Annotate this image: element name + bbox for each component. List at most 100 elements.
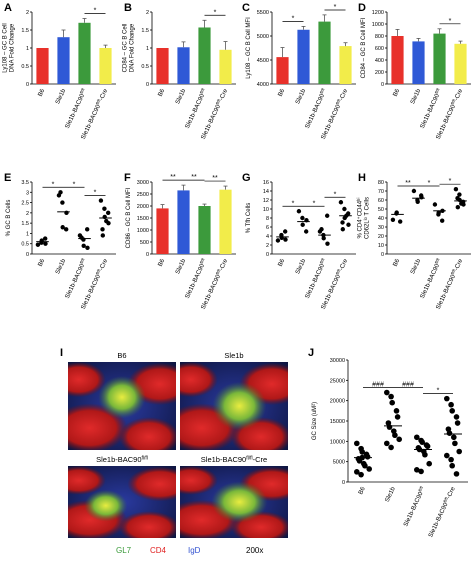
data-point (358, 471, 364, 478)
y-tick-label: 600 (375, 46, 384, 52)
category-label: Sle1b (409, 257, 422, 275)
bar (57, 37, 70, 84)
data-point (393, 408, 400, 414)
significance-label: * (437, 388, 440, 395)
y-tick-label: 40 (378, 216, 384, 222)
significance-label: * (292, 15, 295, 22)
y-tick-label: 500 (140, 240, 149, 246)
data-point (454, 420, 461, 426)
category-label: Sle1b (54, 87, 67, 105)
data-point (279, 235, 284, 240)
y-tick-label: 30 (378, 225, 384, 231)
data-point (457, 192, 462, 197)
data-point (35, 242, 41, 247)
y-axis-label: CD86 – GC B Cell MFI (126, 187, 132, 248)
y-tick-label: 1.5 (21, 221, 29, 227)
micrograph: Sle1b (180, 351, 288, 450)
y-axis-label: CD84 – GC B Cell (123, 24, 129, 73)
data-point (432, 202, 438, 207)
panel-letter: A (4, 2, 12, 14)
category-label: B6 (157, 87, 167, 97)
data-point (384, 389, 390, 396)
data-point (283, 237, 288, 242)
y-tick-label: 200 (375, 70, 384, 76)
panel-c: C 4000 4500 5000 5500 Ly108 – GC B Cell MFI * *… (242, 2, 356, 141)
data-point (419, 439, 426, 445)
data-point (102, 214, 107, 220)
y-tick-label: 2 (266, 243, 269, 249)
data-point (300, 215, 305, 221)
y-tick-label: 20000 (330, 399, 345, 405)
data-point (444, 395, 450, 402)
y-axis-label: Ly108 – GC B Cell (3, 23, 9, 72)
bar (297, 29, 310, 84)
significance-label: * (334, 4, 337, 11)
data-point (85, 245, 90, 251)
data-point (338, 200, 344, 205)
significance-label: * (292, 200, 295, 207)
y-tick-label: 1200 (372, 10, 384, 16)
panel-letter: F (124, 172, 131, 184)
bar (454, 43, 467, 84)
data-point (394, 210, 399, 215)
micrograph-title: Sle1b (224, 351, 243, 360)
y-tick-label: 16 (263, 180, 269, 186)
y-tick-label: 0.5 (21, 64, 29, 70)
micrograph-title: Sle1b-BAC90fl/fl (96, 455, 148, 464)
bar (177, 190, 190, 254)
data-point (84, 227, 90, 232)
y-tick-label: 1.5 (21, 28, 29, 34)
micrograph: Sle1b-BAC90fl/fl (68, 455, 176, 538)
y-tick-label: 15000 (330, 419, 345, 425)
category-label: B6 (277, 257, 287, 267)
category-label: Sle1b (54, 257, 67, 275)
significance-label: ** (405, 180, 411, 187)
stain-label: IgD (188, 546, 201, 555)
data-point (300, 222, 305, 227)
data-point (418, 468, 424, 475)
y-tick-label: 3.5 (21, 180, 29, 186)
panel-a: A 0 0.5 1 1.5 2 Ly108 – GC B Cell DNA Fold Chan… (3, 2, 116, 141)
y-tick-label: 1 (26, 46, 29, 52)
data-point (340, 220, 345, 225)
y-tick-label: 20 (378, 234, 384, 240)
y-tick-label: 60 (378, 198, 384, 204)
data-point (81, 243, 86, 248)
category-label: Sle1b-BAC90fl/fl (63, 257, 88, 299)
panel-i: I B6 Sle1b Sle1b-BAC90fl/fl Sle1b-BAC90fl/fl… (60, 347, 288, 555)
y-tick-label: 4 (266, 234, 269, 240)
panel-letter: G (242, 172, 251, 184)
significance-label: * (334, 191, 337, 198)
y-tick-label: 3 (26, 190, 29, 196)
bar (412, 41, 425, 84)
category-label: B6 (37, 87, 47, 97)
category-label: Sle1b (384, 485, 397, 503)
cd4-region (180, 362, 218, 398)
bar (276, 57, 289, 84)
data-point (452, 440, 458, 447)
panel-letter: D (358, 2, 366, 14)
significance-label: * (214, 9, 217, 16)
data-point (414, 467, 420, 473)
category-label: Sle1b-BAC90fl/fl (418, 257, 443, 299)
panel-letter: I (60, 347, 63, 359)
y-tick-label: 10 (378, 243, 384, 249)
significance-label: ** (212, 175, 218, 182)
data-point (366, 466, 373, 472)
bar (78, 22, 91, 84)
y-tick-label: 50 (378, 207, 384, 213)
y-tick-label: 10000 (330, 439, 345, 445)
gl7-germinal-center (98, 375, 146, 419)
significance-label: * (313, 200, 316, 207)
data-point (319, 227, 324, 232)
panel-h: H 0 10 20 30 40 50 60 70 80 % CD4⁺CD44ʰⁱ CD62Lˡᵒ T … (356, 172, 471, 311)
y-tick-label: 0 (146, 252, 149, 258)
stain-label: GL7 (116, 546, 132, 555)
data-point (449, 462, 456, 469)
y-tick-label: 0 (381, 82, 384, 88)
category-label: Sle1b (174, 87, 187, 105)
y-tick-label: 8 (266, 216, 269, 222)
data-point (384, 440, 390, 447)
panel-e: E 0 0.5 1 1.5 2 2.5 3 3.5 % GC B Cells * * * B6 Sle1bS… (4, 172, 116, 311)
